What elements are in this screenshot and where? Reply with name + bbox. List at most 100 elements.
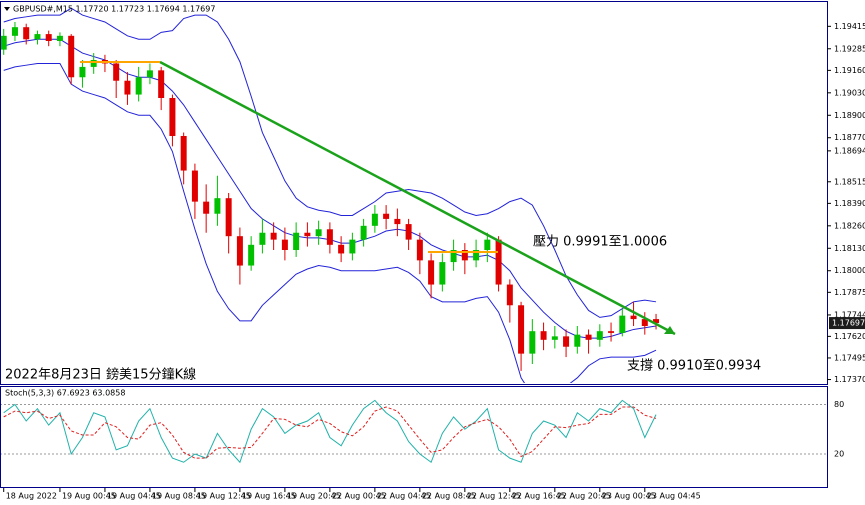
x-tick-label: 22 Aug 12:45: [467, 492, 521, 501]
candle-body: [124, 80, 131, 95]
candle-body: [203, 201, 210, 214]
candle-body: [461, 250, 468, 261]
x-tick-label: 23 Aug 00:45: [602, 492, 656, 501]
x-tick-label: 22 Aug 00:45: [332, 492, 386, 501]
y-tick-label: 1.18000: [834, 266, 865, 275]
x-tick-label: 19 Aug 04:45: [107, 492, 161, 501]
annotation: 支撐 0.9910至0.9934: [627, 359, 761, 374]
y-tick-label: 1.19415: [834, 22, 865, 31]
candle-body: [551, 336, 558, 340]
trend-line: [159, 60, 676, 336]
candle-body: [270, 232, 277, 240]
x-tick-label: 22 Aug 16:45: [512, 492, 566, 501]
last-price-box: [829, 317, 865, 330]
candle-body: [23, 27, 30, 40]
y-tick-label: 80: [834, 400, 844, 409]
candle-body: [641, 319, 648, 326]
y-tick-label: 1.18770: [834, 133, 865, 142]
stoch-line: [3, 399, 657, 464]
candle-body: [146, 70, 153, 78]
candle-body: [574, 334, 581, 347]
y-tick-label: 1.19160: [834, 66, 865, 75]
axes: 1.19415 1.19285 1.19160 1.19030 1.18900 1.187…: [3, 22, 865, 501]
candle-body: [473, 250, 480, 261]
candle-body: [371, 213, 378, 226]
x-tick-label: 22 Aug 20:45: [557, 492, 611, 501]
candle-body: [281, 239, 288, 250]
candle-body: [428, 260, 435, 285]
candle-body: [1, 35, 7, 50]
stoch-title: Stoch(5,3,3) 67.6923 63.0858: [5, 389, 125, 398]
candle-body: [11, 27, 18, 36]
candle-body: [484, 239, 491, 250]
candle-body: [259, 232, 266, 245]
candle-body: [304, 232, 311, 237]
candle-body: [68, 35, 75, 78]
x-tick-label: 18 Aug 2022: [6, 492, 57, 501]
candle-body: [338, 244, 345, 254]
x-tick-label: 19 Aug 20:45: [287, 492, 341, 501]
x-tick-label: 19 Aug 00:45: [62, 492, 116, 501]
y-tick-label: 1.19285: [834, 44, 865, 53]
candle-body: [619, 315, 626, 333]
last-price-label: 1.17697: [832, 319, 865, 328]
annotation: 壓力 0.9991至1.0006: [533, 235, 667, 250]
x-tick-label: 19 Aug 16:45: [242, 492, 296, 501]
candle-body: [90, 60, 97, 67]
candle-body: [34, 34, 41, 40]
candle-body: [315, 229, 322, 237]
y-tick-label: 1.18390: [834, 199, 865, 208]
main-frame: [0, 1, 828, 385]
y-tick-label: 1.19030: [834, 88, 865, 97]
x-tick-label: 22 Aug 04:45: [377, 492, 431, 501]
candle-body: [326, 229, 333, 245]
trend-arrow: [664, 326, 675, 334]
x-tick-label: 22 Aug 08:45: [422, 492, 476, 501]
stoch-plot: [1, 399, 827, 464]
chart-title: 2022年8月23日 鎊美15分鐘K線: [5, 367, 196, 383]
candle-body: [113, 63, 120, 81]
candle-body: [236, 236, 243, 266]
candle-body: [405, 224, 412, 240]
candle-body: [518, 305, 525, 354]
candle-body: [158, 70, 165, 98]
chart-header: GBPUSD#,M15 1.17720 1.17723 1.17694 1.17…: [13, 5, 215, 14]
candle-body: [45, 34, 52, 41]
candle-body: [506, 284, 513, 306]
y-tick-label: 1.17875: [834, 288, 865, 297]
candle-body: [214, 198, 221, 214]
y-tick-label: 1.18900: [834, 111, 865, 120]
bollinger-band: [3, 62, 657, 383]
sub-frame: [0, 386, 828, 488]
y-tick-label: 1.18515: [834, 177, 865, 186]
candle-body: [293, 232, 300, 250]
y-tick-label: 1.18130: [834, 244, 865, 253]
candle-body: [585, 334, 592, 340]
y-tick-label: 20: [834, 450, 844, 459]
candle-body: [135, 77, 142, 95]
y-tick-label: 1.17370: [834, 375, 865, 384]
candle-body: [56, 35, 63, 41]
candle-body: [225, 198, 232, 237]
candle-body: [529, 331, 536, 354]
menu-icon: [4, 7, 10, 11]
y-tick-label: 1.17744: [834, 310, 865, 319]
candle-body: [394, 218, 401, 225]
candle-body: [248, 244, 255, 266]
candle-body: [180, 136, 187, 171]
bollinger-band: [3, 7, 657, 318]
main-plot: [1, 7, 660, 383]
candle-body: [416, 239, 423, 261]
x-tick-label: 19 Aug 08:45: [152, 492, 206, 501]
candle-body: [439, 262, 446, 285]
x-tick-label: 19 Aug 12:45: [197, 492, 251, 501]
y-tick-label: 1.17620: [834, 332, 865, 341]
candle-body: [450, 250, 457, 263]
candle-body: [653, 319, 660, 324]
candle-body: [79, 66, 86, 78]
candle-body: [360, 225, 367, 240]
y-tick-label: 1.17495: [834, 353, 865, 362]
y-tick-label: 1.18694: [834, 146, 865, 155]
stoch-line: [3, 406, 657, 459]
